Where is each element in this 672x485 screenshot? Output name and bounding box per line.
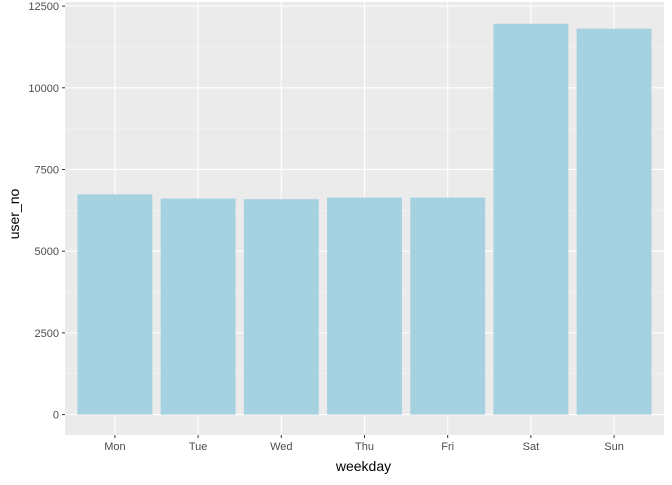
y-tick-label: 2500: [35, 328, 59, 340]
x-tick-label: Sat: [523, 441, 540, 453]
x-axis: Mon Tue Wed Thu Fri Sat Sun: [104, 435, 624, 453]
y-tick-label: 12500: [28, 1, 59, 13]
bar-sat: [493, 23, 569, 415]
x-tick-label: Mon: [104, 441, 125, 453]
x-tick-label: Thu: [355, 441, 374, 453]
bar-mon: [77, 194, 153, 415]
x-tick-label: Sun: [604, 441, 624, 453]
x-axis-title: weekday: [335, 458, 391, 474]
y-tick-label: 5000: [35, 246, 59, 258]
bar-wed: [243, 199, 319, 415]
y-tick-label: 10000: [28, 83, 59, 95]
y-axis-title: user_no: [6, 188, 22, 239]
y-tick-label: 7500: [35, 164, 59, 176]
y-axis: 0 2500 5000 7500 10000 12500: [28, 1, 65, 422]
x-tick-label: Fri: [441, 441, 454, 453]
y-tick-label: 0: [53, 410, 59, 422]
x-tick-label: Wed: [270, 441, 292, 453]
bar-sun: [576, 28, 652, 415]
bar-thu: [327, 197, 402, 415]
bars: [77, 23, 652, 415]
bar-tue: [160, 198, 236, 415]
x-tick-label: Tue: [189, 441, 208, 453]
bar-fri: [410, 197, 486, 415]
